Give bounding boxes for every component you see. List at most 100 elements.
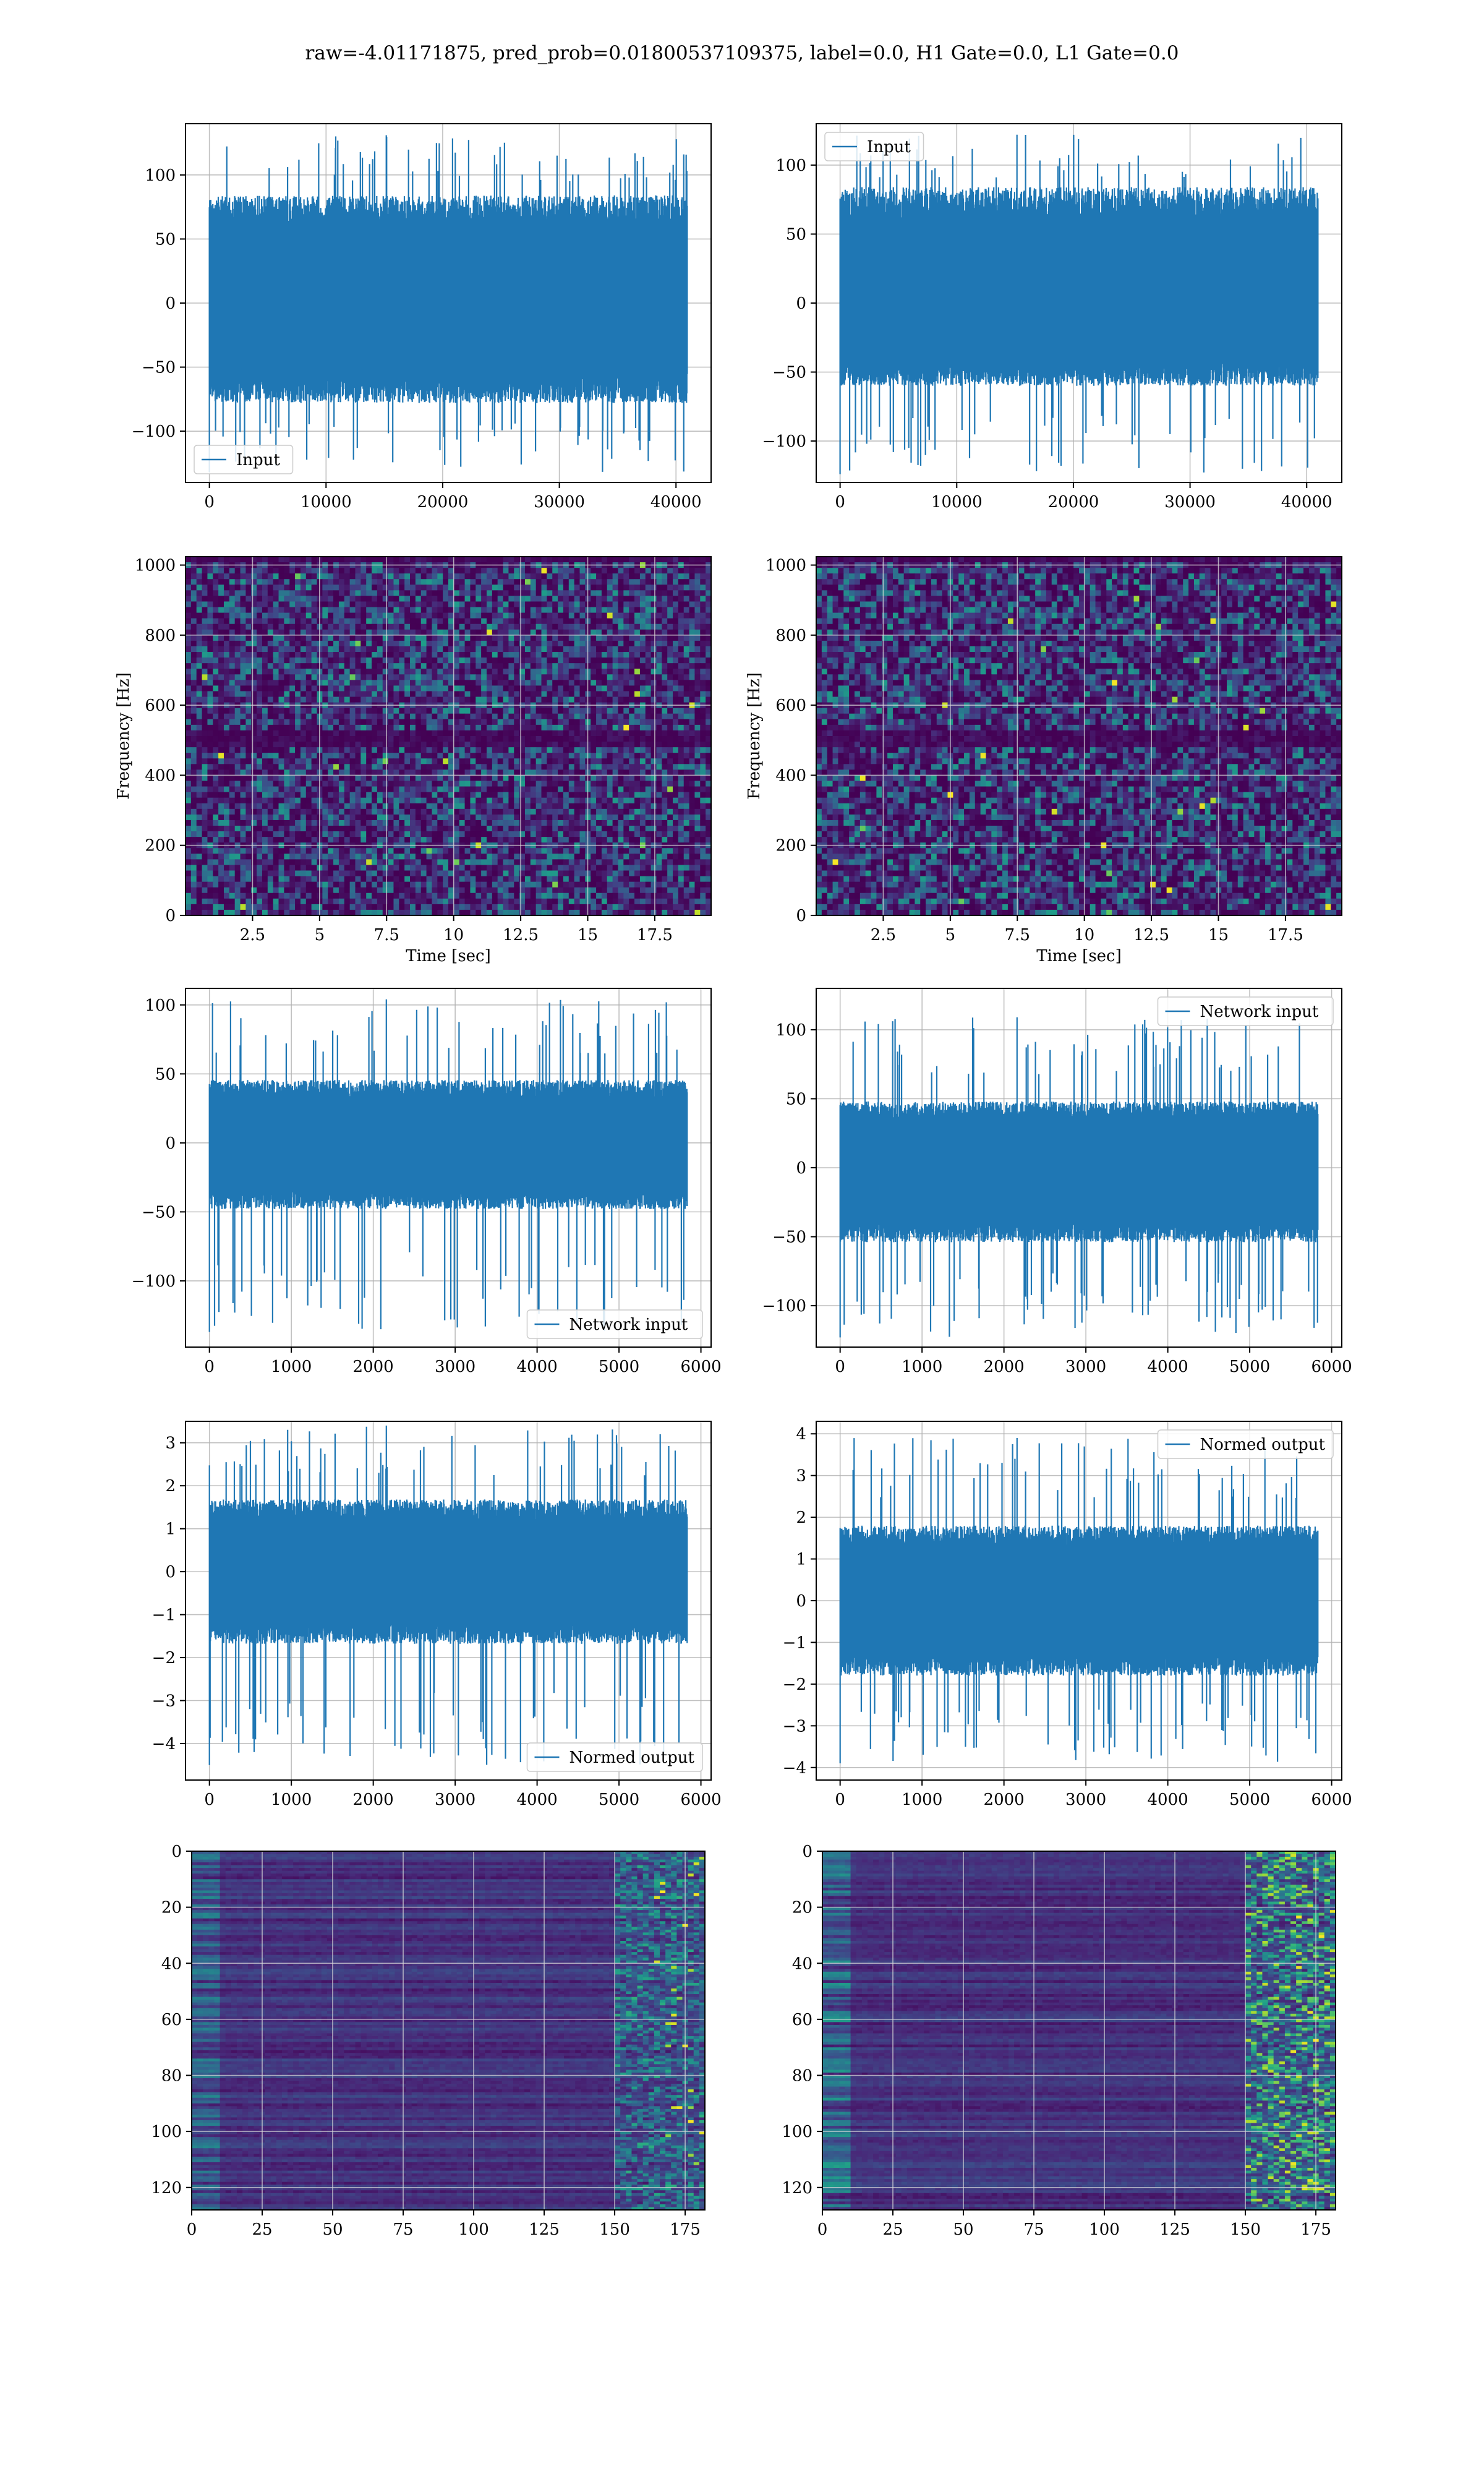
heatmap-cell (646, 590, 651, 596)
heatmap-cell (388, 590, 394, 596)
heatmap-cell (487, 573, 492, 580)
heatmap-cell (563, 573, 569, 580)
heatmap-cell (443, 602, 448, 608)
heatmap-cell (295, 602, 301, 608)
heatmap-cell (355, 590, 360, 596)
heatmap-cell (262, 602, 268, 608)
y-tick-label: 100 (775, 156, 806, 175)
heatmap-cell (580, 573, 586, 580)
heatmap-cell (558, 568, 563, 574)
heatmap-cell (514, 602, 519, 608)
heatmap-cell (322, 579, 328, 585)
heatmap-cell (459, 602, 465, 608)
heatmap-cell (580, 557, 586, 563)
heatmap-cell (547, 573, 552, 580)
heatmap-cell (197, 584, 202, 591)
heatmap-cell (475, 602, 481, 608)
heatmap-cell (694, 557, 700, 563)
heatmap-cell (289, 579, 295, 585)
heatmap-cell (377, 557, 383, 563)
heatmap-cell (333, 584, 339, 591)
heatmap-cell (678, 568, 684, 574)
heatmap-cell (498, 568, 503, 574)
heatmap-cell (399, 573, 404, 580)
heatmap-cell (241, 590, 246, 596)
heatmap-cell (454, 590, 459, 596)
x-tick-label: 30000 (1164, 493, 1216, 511)
heatmap-cell (279, 573, 284, 580)
heatmap-cell (618, 568, 623, 574)
heatmap-cell (268, 557, 273, 563)
heatmap-cell (503, 557, 509, 563)
heatmap-cell (306, 557, 312, 563)
heatmap-cell (383, 579, 388, 585)
heatmap-cell (607, 584, 613, 591)
heatmap-cell (503, 590, 509, 596)
heatmap-cell (481, 579, 487, 585)
heatmap-cell (487, 568, 492, 574)
heatmap-cell (383, 590, 388, 596)
heatmap-cell (301, 568, 306, 574)
heatmap-cell (432, 596, 437, 602)
heatmap-cell (684, 579, 689, 585)
heatmap-cell (623, 596, 629, 602)
heatmap-cell (508, 557, 514, 563)
heatmap-cell (312, 573, 317, 580)
heatmap-cell (404, 579, 410, 585)
heatmap-cell (399, 602, 404, 608)
legend: Input (194, 445, 293, 474)
heatmap-cell (432, 579, 437, 585)
heatmap-cell (618, 579, 623, 585)
heatmap-cell (667, 568, 673, 574)
heatmap-cell (328, 590, 333, 596)
heatmap-cell (623, 573, 629, 580)
heatmap-cell (684, 568, 689, 574)
heatmap-cell (646, 557, 651, 563)
heatmap-cell (268, 568, 273, 574)
heatmap-cell (197, 579, 202, 585)
heatmap-cell (284, 568, 289, 574)
heatmap-cell (257, 590, 262, 596)
heatmap-cell (262, 596, 268, 602)
heatmap-cell (563, 584, 569, 591)
heatmap-cell (547, 596, 552, 602)
heatmap-cell (241, 557, 246, 563)
heatmap-cell (279, 568, 284, 574)
x-tick-label: 40000 (650, 493, 702, 511)
heatmap-cell (257, 568, 262, 574)
heatmap-cell (651, 584, 657, 591)
heatmap-cell (574, 568, 580, 574)
heatmap-cell (339, 573, 344, 580)
heatmap-cell (662, 573, 667, 580)
heatmap-cell (339, 596, 344, 602)
heatmap-cell (235, 596, 241, 602)
heatmap-cell (333, 602, 339, 608)
heatmap-cell (525, 602, 531, 608)
heatmap-cell (213, 573, 218, 580)
heatmap-cell (673, 579, 678, 585)
heatmap-cell (295, 590, 301, 596)
heatmap-cell (360, 568, 366, 574)
heatmap-cell (262, 568, 268, 574)
heatmap-cell (218, 584, 224, 591)
heatmap-cell (245, 602, 251, 608)
heatmap-cell (355, 602, 360, 608)
heatmap-cell (684, 584, 689, 591)
heatmap-cell (191, 557, 197, 563)
heatmap-cell (393, 557, 399, 563)
heatmap-cell (629, 596, 634, 602)
heatmap-cell (475, 568, 481, 574)
heatmap-cell (525, 596, 531, 602)
heatmap-cell (301, 602, 306, 608)
heatmap-cell (388, 602, 394, 608)
heatmap-cell (186, 607, 191, 614)
heatmap-cell (531, 568, 536, 574)
heatmap-cell (355, 568, 360, 574)
heatmap-cell (634, 590, 640, 596)
heatmap-cell (492, 568, 498, 574)
heatmap-cell (454, 584, 459, 591)
heatmap-cell (454, 579, 459, 585)
heatmap-cell (596, 573, 602, 580)
heatmap-cell (224, 602, 229, 608)
heatmap-cell (437, 584, 443, 591)
